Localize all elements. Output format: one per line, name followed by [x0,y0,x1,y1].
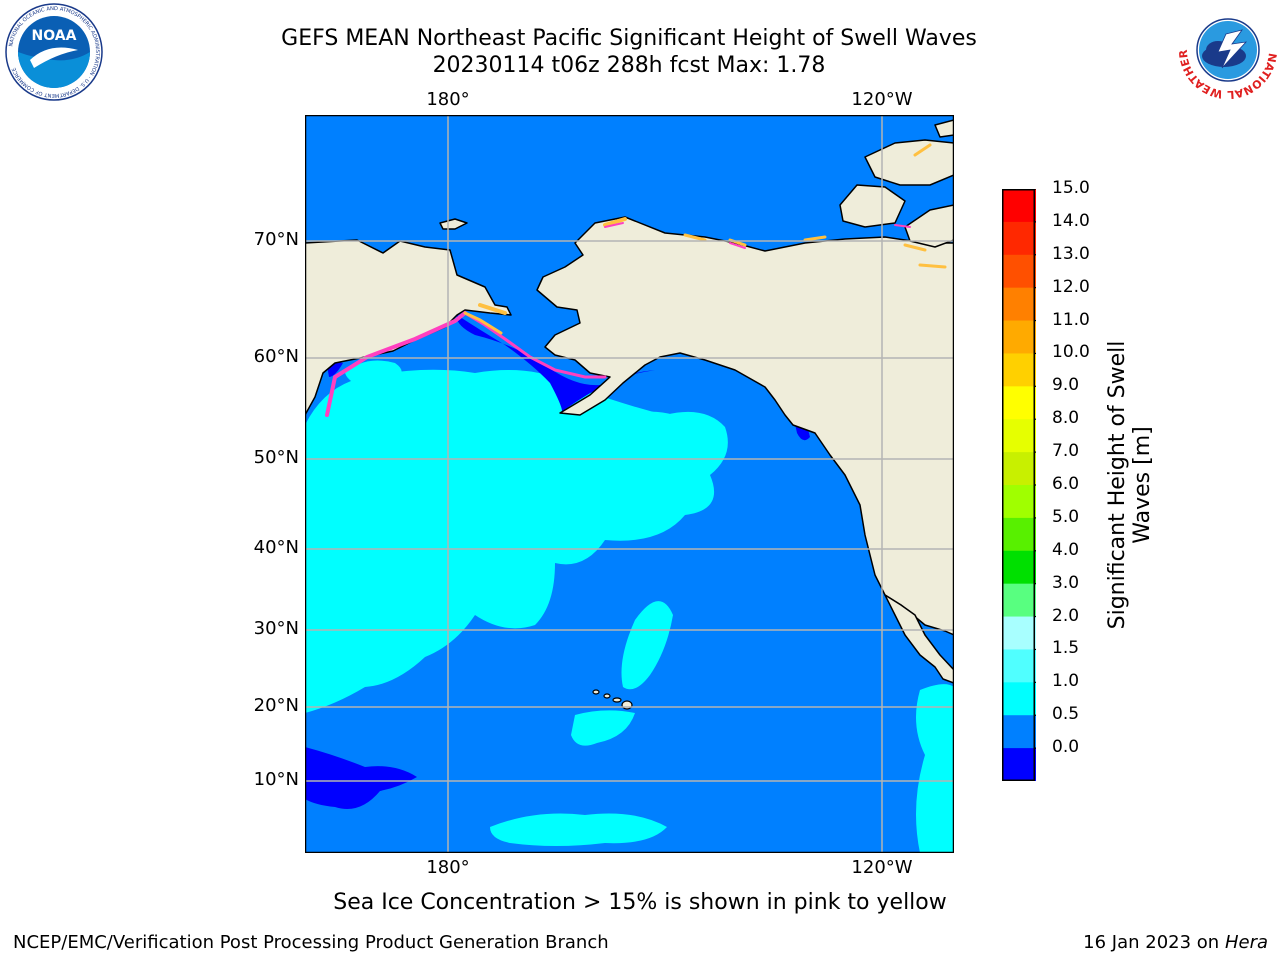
colorbar-title: Significant Height of Swell Waves [m] [1105,341,1155,630]
colorbar-tick-label: 15.0 [1052,178,1090,198]
map-gridlines [305,115,954,853]
lon-label-bottom-180: 180° [426,857,470,878]
colorbar-tick-label: 2.0 [1052,605,1080,626]
colorbar-tick-label: 1.0 [1052,671,1080,692]
colorbar-swatch [1002,583,1036,618]
footer-credit: NCEP/EMC/Verification Post Processing Pr… [13,932,609,953]
colorbar-tick-label: 0.5 [1052,704,1080,725]
colorbar-swatch [1002,485,1036,519]
land-siberia [305,239,512,416]
nws-logo: NATIONAL WEATHER SERVICE [1176,0,1279,100]
land-mexico [884,594,954,684]
colorbar-swatch [1002,748,1036,781]
noaa-logo-text: NOAA [32,28,77,44]
colorbar-swatch [1002,682,1036,716]
colorbar-swatch [1002,616,1036,650]
colorbar-swatch [1002,221,1036,256]
chart-subtitle: 20230114 t06z 288h fcst Max: 1.78 [432,53,826,78]
land-alaska [536,216,954,636]
lat-label-10n: 10°N [253,769,299,790]
lon-label-top-120w: 120°W [851,89,913,110]
land-arctic-island-2 [839,184,906,228]
lon-label-bottom-120w: 120°W [851,857,913,878]
footer-host: Hera [1224,932,1268,953]
noaa-logo: NOAA NATIONAL OCEANIC AND ATMOSPHERIC AD… [5,3,103,101]
lat-label-40n: 40°N [253,537,299,558]
colorbar-tick-label: 7.0 [1052,441,1080,462]
land-arctic-island-1 [864,139,954,186]
land-wrangel [439,218,468,230]
colorbar-tick-label: 8.0 [1052,408,1080,429]
footer-date-text: 16 Jan 2023 on [1083,932,1220,953]
map-area [305,115,954,853]
lat-label-60n: 60°N [253,346,299,367]
colorbar-tick-label: 0.0 [1052,737,1080,758]
map-frame [305,115,954,853]
colorbar-tick-label: 1.5 [1052,638,1080,659]
colorbar-tick-label: 12.0 [1052,276,1090,297]
colorbar-swatch [1002,517,1036,552]
colorbar-tick-label: 11.0 [1052,309,1090,330]
lat-label-30n: 30°N [253,618,299,639]
lat-label-70n: 70°N [253,229,299,250]
colorbar-swatch [1002,649,1036,683]
colorbar-swatch [1002,419,1036,453]
colorbar-swatch [1002,715,1036,749]
colorbar [1002,189,1036,781]
colorbar-swatch [1002,254,1036,289]
colorbar-title-line1: Significant Height of Swell [1105,340,1130,630]
lon-label-top-180: 180° [426,89,470,110]
footer-date: 16 Jan 2023 on Hera [1083,932,1268,953]
colorbar-swatch [1002,353,1036,387]
colorbar-swatch [1002,452,1036,486]
colorbar-swatch [1002,189,1036,223]
colorbar-tick-label: 9.0 [1052,375,1080,396]
lat-label-20n: 20°N [253,695,299,716]
colorbar-tick-label: 6.0 [1052,474,1080,494]
colorbar-tick-label: 13.0 [1052,243,1090,264]
land-masses [305,119,954,684]
colorbar-tick-label: 14.0 [1052,210,1090,231]
swell-cyan-regions [305,360,954,853]
colorbar-swatch [1002,320,1036,354]
colorbar-title-line2: Waves [m] [1130,426,1155,544]
colorbar-tick-label: 10.0 [1052,342,1090,363]
colorbar-swatch [1002,287,1036,322]
sea-ice-note: Sea Ice Concentration > 15% is shown in … [333,890,947,915]
chart-title: GEFS MEAN Northeast Pacific Significant … [281,26,977,51]
sea-ice [325,143,947,417]
lat-label-50n: 50°N [253,447,299,468]
colorbar-swatch [1002,386,1036,420]
colorbar-tick-label: 5.0 [1052,506,1080,527]
colorbar-swatch [1002,550,1036,585]
colorbar-tick-label: 3.0 [1052,572,1080,593]
land-arctic-island-4 [934,119,954,138]
colorbar-tick-label: 4.0 [1052,539,1080,560]
